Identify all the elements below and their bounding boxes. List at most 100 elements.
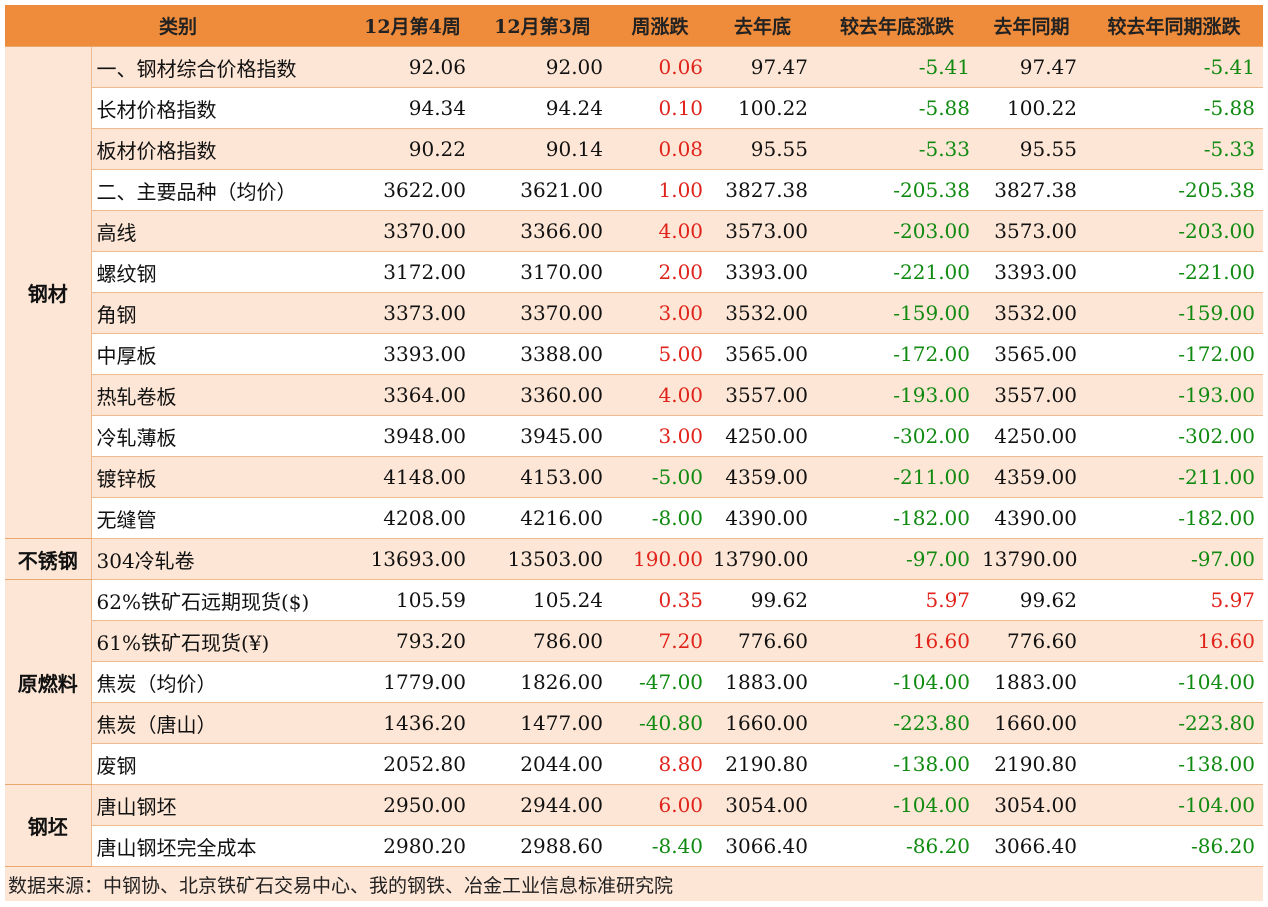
value-last-year-end: 3827.38	[709, 169, 817, 211]
value-same-period: 3573.00	[978, 210, 1086, 252]
value-week3: 13503.00	[474, 538, 612, 580]
table-row: 不锈钢 304冷轧卷 13693.00 13503.00 190.00 13790.00-…	[5, 538, 1264, 580]
value-vs-last-year-end: -86.20	[816, 825, 979, 867]
header-last-year-end: 去年底	[709, 5, 817, 47]
value-week3: 3366.00	[474, 210, 612, 252]
table-row: 二、主要品种（均价） 3622.00 3621.00 1.00 3827.38 -205.…	[5, 169, 1264, 211]
value-vs-last-year-end: -203.00	[816, 210, 979, 252]
value-last-year-end: 3532.00	[709, 292, 817, 334]
value-week3: 1826.00	[474, 661, 612, 703]
value-week4: 1779.00	[351, 661, 475, 703]
value-vs-same-period: 16.60	[1085, 620, 1264, 662]
value-last-year-end: 99.62	[709, 579, 817, 621]
value-same-period: 776.60	[978, 620, 1086, 662]
value-vs-last-year-end: -211.00	[816, 456, 979, 498]
item-name: 板材价格指数	[91, 128, 352, 170]
value-vs-last-year-end: -172.00	[816, 333, 979, 375]
price-table: 类别 12月第4周 12月第3周 周涨跌 去年底 较去年底涨跌 去年同期 较去年…	[5, 5, 1264, 901]
value-same-period: 4359.00	[978, 456, 1086, 498]
value-week4: 793.20	[351, 620, 475, 662]
value-last-year-end: 97.47	[709, 46, 817, 88]
table-row: 61%铁矿石现货(¥) 793.20 786.00 7.20 776.60 16.60 77…	[5, 620, 1264, 662]
item-name: 焦炭（唐山）	[91, 702, 352, 744]
value-last-year-end: 3557.00	[709, 374, 817, 416]
header-same-period-last-year: 去年同期	[978, 5, 1086, 47]
value-week4: 2980.20	[351, 825, 475, 867]
value-last-year-end: 13790.00	[709, 538, 817, 580]
value-week4: 90.22	[351, 128, 475, 170]
value-vs-same-period: -5.41	[1085, 46, 1264, 88]
table-row: 高线 3370.00 3366.00 4.00 3573.00 -203.00 3573.0…	[5, 210, 1264, 252]
item-name: 焦炭（均价）	[91, 661, 352, 703]
value-last-year-end: 4390.00	[709, 497, 817, 539]
value-week4: 105.59	[351, 579, 475, 621]
data-source-note: 数据来源：中钢协、北京铁矿石交易中心、我的钢铁、冶金工业信息标准研究院	[5, 866, 1264, 901]
value-week-change: 3.00	[611, 415, 710, 457]
value-week3: 786.00	[474, 620, 612, 662]
header-week3: 12月第3周	[474, 5, 612, 47]
value-week4: 3373.00	[351, 292, 475, 334]
header-vs-same-period: 较去年同期涨跌	[1085, 5, 1264, 47]
value-week3: 3388.00	[474, 333, 612, 375]
value-vs-same-period: -97.00	[1085, 538, 1264, 580]
table-row: 中厚板 3393.00 3388.00 5.00 3565.00 -172.00 3565.…	[5, 333, 1264, 375]
value-vs-last-year-end: -193.00	[816, 374, 979, 416]
table-row: 钢坯 唐山钢坯 2950.00 2944.00 6.00 3054.00 -104.00 30…	[5, 784, 1264, 867]
price-table-container: 类别 12月第4周 12月第3周 周涨跌 去年底 较去年底涨跌 去年同期 较去年…	[5, 5, 1264, 901]
value-same-period: 99.62	[978, 579, 1086, 621]
value-week-change: -40.80	[611, 702, 710, 744]
value-same-period: 3066.40	[978, 825, 1086, 867]
value-same-period: 4250.00	[978, 415, 1086, 457]
group-label: 不锈钢	[5, 538, 92, 580]
table-row: 螺纹钢 3172.00 3170.00 2.00 3393.00 -221.00 3393.…	[5, 251, 1264, 293]
value-week4: 3364.00	[351, 374, 475, 416]
value-week4: 3393.00	[351, 333, 475, 375]
value-vs-last-year-end: 16.60	[816, 620, 979, 662]
value-same-period: 3557.00	[978, 374, 1086, 416]
value-vs-last-year-end: -5.41	[816, 46, 979, 88]
value-last-year-end: 1883.00	[709, 661, 817, 703]
item-name: 冷轧薄板	[91, 415, 352, 457]
value-week3: 3945.00	[474, 415, 612, 457]
header-week-change: 周涨跌	[611, 5, 710, 47]
item-name: 唐山钢坯完全成本	[91, 825, 352, 867]
table-header: 类别 12月第4周 12月第3周 周涨跌 去年底 较去年底涨跌 去年同期 较去年…	[5, 5, 1264, 47]
value-week4: 3172.00	[351, 251, 475, 293]
table-row: 钢材 一、钢材综合价格指数 92.06 92.00 0.06 97.47 -5.41 97.4…	[5, 46, 1264, 539]
value-week3: 3370.00	[474, 292, 612, 334]
value-vs-last-year-end: -5.33	[816, 128, 979, 170]
value-last-year-end: 95.55	[709, 128, 817, 170]
table-row: 焦炭（均价） 1779.00 1826.00 -47.00 1883.00 -104.00…	[5, 661, 1264, 703]
value-week3: 94.24	[474, 87, 612, 129]
value-week3: 2988.60	[474, 825, 612, 867]
value-week-change: 7.20	[611, 620, 710, 662]
value-vs-same-period: -203.00	[1085, 210, 1264, 252]
value-last-year-end: 100.22	[709, 87, 817, 129]
table-row: 废钢 2052.80 2044.00 8.80 2190.80 -138.00 2190.8…	[5, 743, 1264, 785]
item-name: 304冷轧卷	[91, 538, 352, 580]
header-row: 类别 12月第4周 12月第3周 周涨跌 去年底 较去年底涨跌 去年同期 较去年…	[5, 5, 1264, 47]
value-vs-same-period: -5.88	[1085, 87, 1264, 129]
value-last-year-end: 2190.80	[709, 743, 817, 785]
value-week3: 105.24	[474, 579, 612, 621]
value-vs-same-period: -211.00	[1085, 456, 1264, 498]
item-name: 62%铁矿石远期现货($)	[91, 579, 352, 621]
value-last-year-end: 1660.00	[709, 702, 817, 744]
value-week4: 4148.00	[351, 456, 475, 498]
value-week-change: 3.00	[611, 292, 710, 334]
value-week-change: -5.00	[611, 456, 710, 498]
value-week4: 3948.00	[351, 415, 475, 457]
table-row: 板材价格指数 90.22 90.14 0.08 95.55 -5.33 95.55 -5.33	[5, 128, 1264, 170]
table-row: 长材价格指数 94.34 94.24 0.10 100.22 -5.88 100.22 -5.…	[5, 87, 1264, 129]
value-week4: 1436.20	[351, 702, 475, 744]
value-week3: 2044.00	[474, 743, 612, 785]
value-vs-last-year-end: -205.38	[816, 169, 979, 211]
item-name: 螺纹钢	[91, 251, 352, 293]
group-label: 钢坯	[5, 784, 92, 867]
header-vs-last-year-end: 较去年底涨跌	[816, 5, 979, 47]
value-week4: 4208.00	[351, 497, 475, 539]
value-vs-same-period: -223.80	[1085, 702, 1264, 744]
value-week-change: -8.40	[611, 825, 710, 867]
value-week4: 92.06	[351, 46, 475, 88]
value-same-period: 3827.38	[978, 169, 1086, 211]
